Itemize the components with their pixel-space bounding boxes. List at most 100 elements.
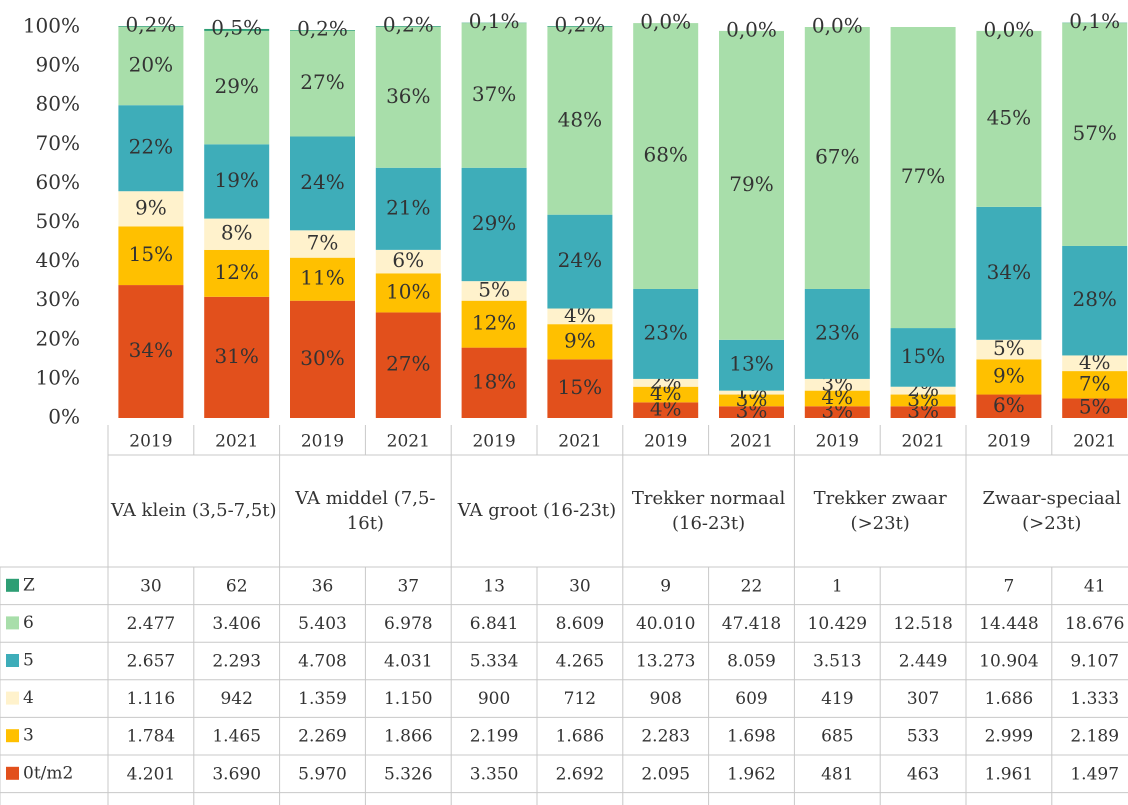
table-cell: 14.448 [979,614,1038,634]
bar-segment [290,230,355,258]
group-label-box: Trekker zwaar (>23t) [814,488,947,534]
bar-segment [633,288,699,379]
group-label: Trekker normaal (16-23t) [631,487,786,534]
table-cell: 40.010 [636,614,695,634]
bar-segment [118,27,184,106]
legend-swatch [6,729,19,743]
data-label: 19% [214,168,258,192]
table-cell: 3.690 [212,764,261,784]
bar-segment [461,23,527,168]
data-label: 27% [386,352,430,376]
legend-swatch [6,654,19,667]
data-label: 0,0% [983,17,1034,41]
data-label: 6% [993,393,1025,417]
data-label: 30% [300,346,344,370]
bar-segment [290,30,355,137]
table-cell: 942 [220,689,252,709]
table-cell: 1.686 [985,689,1034,709]
y-tick-label: 0% [48,405,80,429]
bar-segment [804,288,870,379]
data-label: 0,2% [125,13,176,37]
table-cell: 1.116 [127,689,176,709]
table-cell: 2.999 [985,727,1034,747]
y-tick-label: 100% [23,14,80,38]
table-cell: 1.686 [556,727,605,747]
group-label-box: Zwaar-speciaal (>23t) [983,488,1122,534]
y-tick-label: 70% [36,131,80,155]
data-label: 0,2% [297,17,348,41]
bar-segment [1062,355,1128,372]
y-tick-label: 90% [36,53,80,77]
bar-segment [890,386,956,395]
data-label: 36% [386,84,430,108]
x-tick-label: 2021 [730,432,773,452]
bar-segment [976,206,1042,340]
bar-segment [1062,398,1128,418]
data-label: 5% [478,277,510,301]
data-label: 5% [993,336,1025,360]
bar-segment [976,30,1042,207]
group-label-box: VA groot (16-23t) [457,500,617,522]
table-cell: 419 [821,689,853,709]
bar-segment [633,402,699,418]
data-label: 9% [564,328,596,352]
table-cell: 1.359 [298,689,347,709]
data-label: 0,2% [554,13,605,37]
y-tick-label: 50% [36,209,80,233]
table-cell: 609 [735,689,767,709]
bar-segment [547,214,613,309]
table-cell: 2.189 [1070,727,1119,747]
x-tick-label: 2021 [1073,432,1116,452]
table-cell: 685 [821,727,853,747]
bar-segment [118,105,184,192]
data-label: 15% [129,242,173,266]
data-label: 7% [1079,371,1111,395]
legend-label: 3 [23,726,34,746]
x-tick-label: 2021 [215,432,258,452]
table-cell: 307 [907,689,939,709]
group-label: VA klein (3,5-7,5t) [111,500,277,522]
legend-swatch [6,691,19,705]
y-tick-label: 30% [36,287,80,311]
bar-segment [375,312,441,418]
data-label: 15% [901,344,945,368]
x-tick-label: 2021 [387,432,430,452]
data-label: 45% [987,105,1031,129]
bar-segment [890,328,956,387]
data-label: 22% [129,135,173,159]
table-cell: 5.403 [298,614,347,634]
table-cell: 1.698 [727,727,776,747]
data-label: 18% [472,369,516,393]
bar-segment [375,249,441,274]
table-cell: 7 [1003,576,1014,596]
bar-segment [547,27,613,215]
bar-segment [719,406,784,418]
bar-segment [633,386,699,403]
data-label: 9% [993,363,1025,387]
bar-segment [719,390,784,395]
table-cell: 5.326 [384,764,433,784]
group-label: VA groot (16-23t) [457,500,617,522]
table-cell: 4.031 [384,652,433,672]
table-cell: 1.784 [127,727,176,747]
data-label: 12% [214,260,258,284]
bar-segment [719,339,784,391]
table-cell: 1.961 [985,764,1034,784]
bar-segment [719,394,784,407]
bar-segment [1062,371,1128,399]
table-cell: 13.273 [636,652,695,672]
y-tick-label: 80% [36,92,80,116]
table-cell: 3.350 [470,764,519,784]
legend-swatch [6,578,19,592]
table-cell: 6.978 [384,614,433,634]
data-label: 9% [135,195,167,219]
bar-segment [375,27,441,168]
bar-segment [290,136,355,231]
group-label-box: Trekker normaal (16-23t) [631,487,786,534]
bar-segment [547,359,613,418]
group-label: VA middel (7,5-16t) [295,487,436,534]
table-cell: 1.497 [1070,764,1119,784]
table-cell: 2.283 [641,727,690,747]
table-cell: 22 [741,576,763,596]
data-label: 12% [472,311,516,335]
